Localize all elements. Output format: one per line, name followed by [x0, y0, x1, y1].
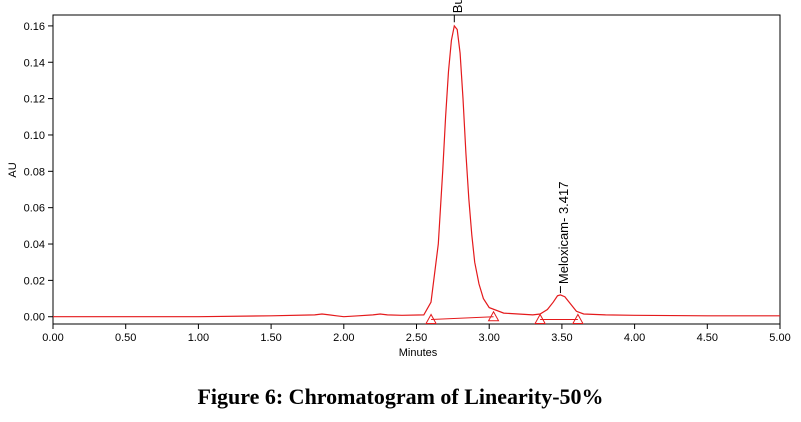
x-tick-label: 5.00 — [769, 332, 790, 344]
plot-frame — [52, 14, 781, 325]
x-tick-label: 3.50 — [551, 332, 572, 344]
y-tick-label: 0.08 — [24, 166, 45, 178]
figure-caption: Figure 6: Chromatogram of Linearity-50% — [197, 384, 604, 409]
y-axis-title: AU — [7, 162, 19, 177]
peak-label: Bupivacaine- 2.717 — [450, 0, 465, 13]
x-tick-label: 2.00 — [333, 332, 354, 344]
x-tick-label: 2.50 — [406, 332, 427, 344]
peak-baseline — [431, 316, 494, 320]
x-tick-label: 0.50 — [115, 332, 136, 344]
x-tick-label: 1.00 — [188, 332, 209, 344]
peak-label: Meloxicam- 3.417 — [556, 181, 571, 284]
chromatogram-chart: 0.00 0.50 1.00 1.50 2.00 2.50 3.00 3.50 4.00 4.50… — [7, 0, 791, 359]
x-tick-label: 0.00 — [42, 332, 63, 344]
x-tick-label: 4.00 — [624, 332, 645, 344]
y-tick-label: 0.06 — [24, 203, 45, 215]
y-tick-label: 0.02 — [24, 275, 45, 287]
peak-boundary-marker — [487, 310, 500, 322]
x-tick-label: 4.50 — [697, 332, 718, 344]
x-axis-title: Minutes — [399, 347, 438, 359]
y-tick-label: 0.10 — [24, 130, 45, 142]
peak-boundary-marker — [572, 313, 584, 324]
y-tick-label: 0.04 — [24, 239, 45, 251]
x-tick-label: 1.50 — [260, 332, 281, 344]
y-tick-label: 0.12 — [24, 94, 45, 106]
x-tick-label: 3.00 — [478, 332, 499, 344]
y-tick-label: 0.00 — [24, 312, 45, 324]
y-tick-label: 0.16 — [24, 21, 45, 33]
peak-boundary-marker — [534, 313, 546, 324]
y-tick-label: 0.14 — [24, 57, 45, 69]
chromatogram-trace — [53, 24, 780, 318]
peak-boundary-marker — [425, 313, 437, 324]
